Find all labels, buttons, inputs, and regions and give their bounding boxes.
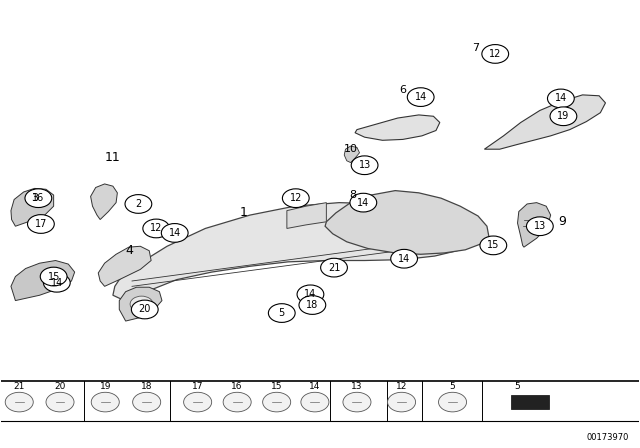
Circle shape: [438, 392, 467, 412]
Circle shape: [391, 250, 417, 268]
Text: 12: 12: [489, 49, 501, 59]
Circle shape: [407, 88, 434, 107]
Text: 8: 8: [349, 190, 356, 200]
Circle shape: [223, 392, 251, 412]
Circle shape: [161, 224, 188, 242]
Text: 5: 5: [515, 382, 520, 391]
Circle shape: [480, 236, 507, 255]
Text: 11: 11: [105, 151, 121, 164]
Text: 17: 17: [192, 382, 204, 391]
Polygon shape: [287, 202, 326, 228]
Text: 16: 16: [32, 193, 44, 203]
Polygon shape: [325, 190, 489, 254]
Circle shape: [299, 296, 326, 314]
Polygon shape: [484, 95, 605, 149]
Polygon shape: [355, 115, 440, 140]
Text: 12: 12: [396, 382, 407, 391]
Circle shape: [130, 296, 153, 312]
Text: 19: 19: [557, 111, 570, 121]
Circle shape: [44, 273, 70, 292]
Text: 18: 18: [141, 382, 152, 391]
Polygon shape: [99, 246, 151, 286]
Text: 14: 14: [304, 289, 317, 299]
Text: 15: 15: [271, 382, 282, 391]
Circle shape: [131, 300, 158, 319]
Text: 14: 14: [51, 278, 63, 288]
Text: 14: 14: [357, 198, 369, 207]
Circle shape: [282, 189, 309, 207]
Polygon shape: [11, 188, 54, 226]
Circle shape: [350, 193, 377, 212]
Text: 17: 17: [35, 219, 47, 229]
Text: 13: 13: [358, 160, 371, 170]
Circle shape: [527, 217, 553, 236]
Text: 21: 21: [328, 263, 340, 273]
Circle shape: [5, 392, 33, 412]
Text: 12: 12: [150, 224, 163, 233]
Circle shape: [46, 392, 74, 412]
Text: 3: 3: [31, 193, 38, 203]
Circle shape: [28, 215, 54, 233]
Text: 1: 1: [239, 207, 248, 220]
Text: 00173970: 00173970: [587, 433, 629, 442]
Text: 14: 14: [555, 94, 567, 103]
Bar: [511, 395, 549, 409]
Circle shape: [297, 285, 324, 304]
Text: 13: 13: [351, 382, 363, 391]
Text: 15: 15: [47, 271, 60, 281]
Text: 4: 4: [125, 244, 132, 257]
Circle shape: [262, 392, 291, 412]
Text: 14: 14: [398, 254, 410, 264]
Text: 20: 20: [139, 305, 151, 314]
Text: 2: 2: [135, 199, 141, 209]
Polygon shape: [518, 202, 550, 247]
Text: 6: 6: [399, 86, 406, 95]
Text: 5: 5: [278, 308, 285, 318]
Polygon shape: [11, 260, 75, 301]
Circle shape: [40, 267, 67, 286]
Text: 10: 10: [344, 144, 358, 154]
Text: 13: 13: [534, 221, 546, 231]
Circle shape: [132, 392, 161, 412]
Text: 12: 12: [289, 193, 302, 203]
Circle shape: [321, 258, 348, 277]
Text: 20: 20: [54, 382, 66, 391]
Circle shape: [550, 107, 577, 125]
Text: 15: 15: [487, 241, 499, 250]
Circle shape: [25, 189, 52, 207]
Text: 19: 19: [99, 382, 111, 391]
Circle shape: [268, 304, 295, 323]
Circle shape: [184, 392, 212, 412]
Circle shape: [301, 392, 329, 412]
Circle shape: [351, 156, 378, 175]
Text: 9: 9: [558, 215, 566, 228]
Circle shape: [547, 89, 574, 108]
Text: 16: 16: [232, 382, 243, 391]
Polygon shape: [119, 287, 162, 321]
Text: 14: 14: [309, 382, 321, 391]
Polygon shape: [91, 184, 117, 220]
Text: 14: 14: [415, 92, 427, 102]
Circle shape: [143, 219, 170, 238]
Text: 21: 21: [13, 382, 25, 391]
Circle shape: [388, 392, 415, 412]
Polygon shape: [113, 202, 479, 300]
Polygon shape: [344, 146, 360, 163]
Circle shape: [343, 392, 371, 412]
Text: 5: 5: [450, 382, 456, 391]
Text: 18: 18: [306, 300, 319, 310]
Circle shape: [92, 392, 119, 412]
Text: 14: 14: [168, 228, 181, 238]
Circle shape: [125, 194, 152, 213]
Circle shape: [482, 44, 509, 63]
Text: 7: 7: [472, 43, 480, 53]
